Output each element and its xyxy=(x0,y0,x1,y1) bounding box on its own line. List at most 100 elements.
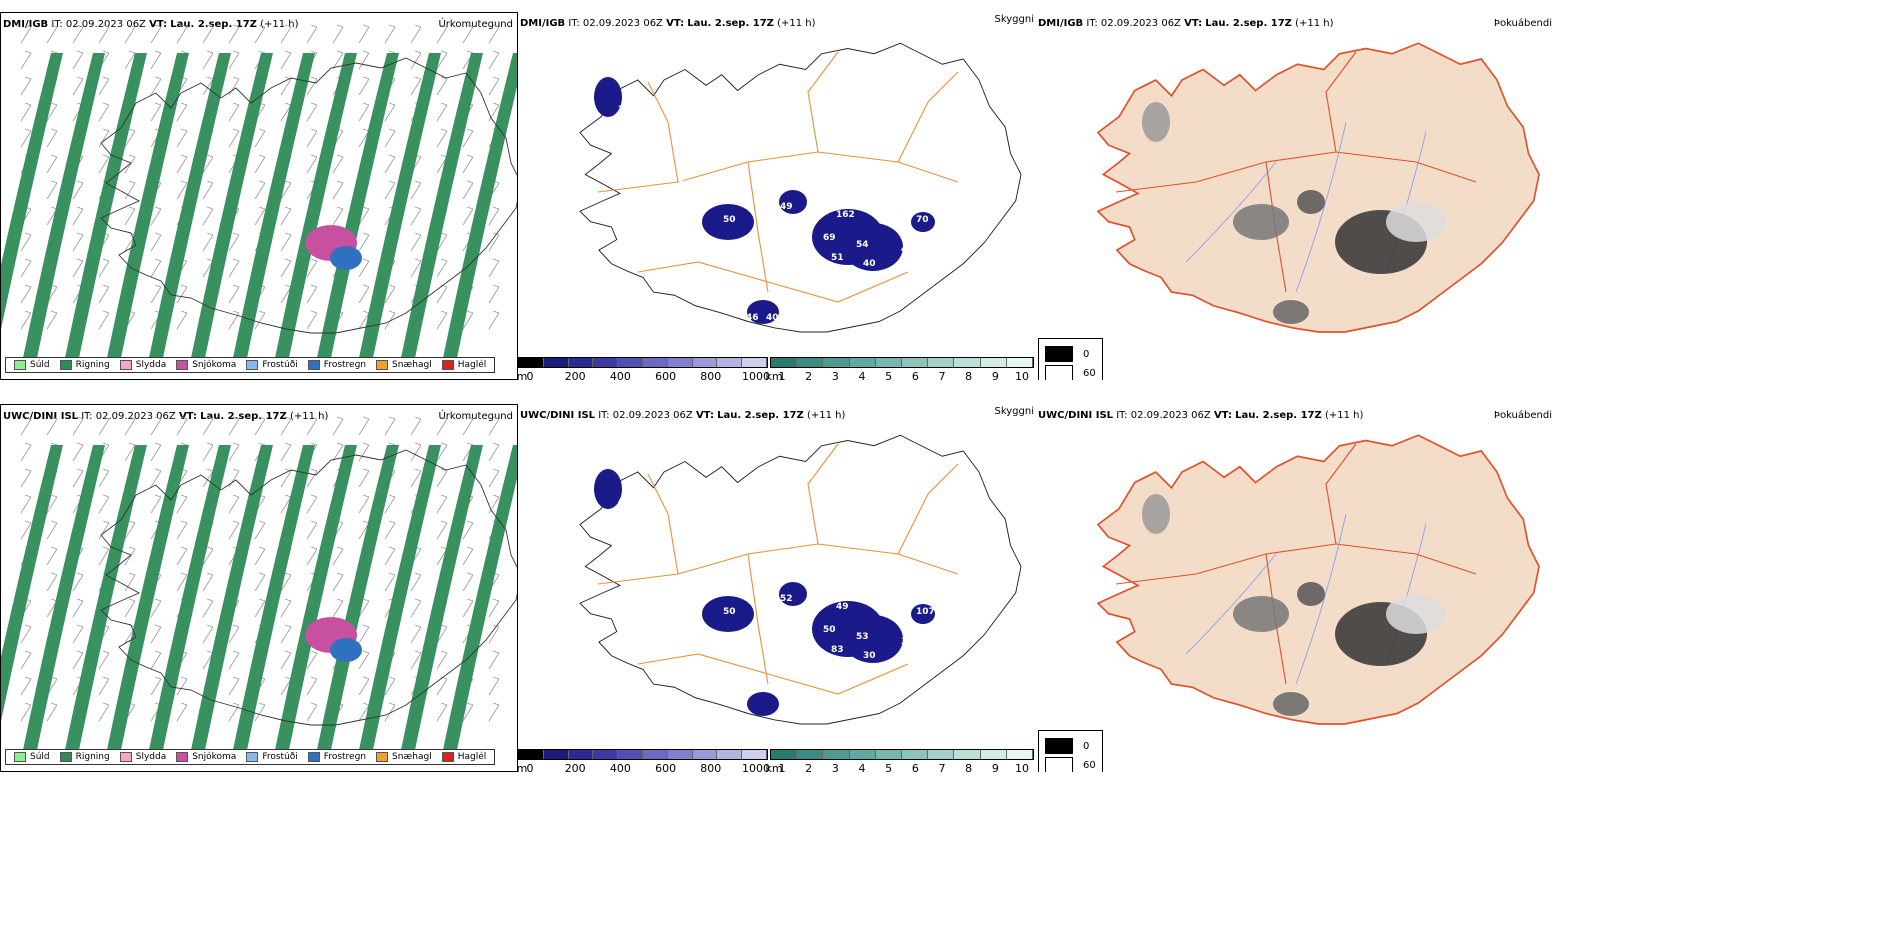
colorbar-swatch xyxy=(928,358,955,367)
fog-scale-item: 60 xyxy=(1045,757,1096,772)
fog-area xyxy=(1297,190,1325,214)
visibility-value-label: 50 xyxy=(723,215,736,225)
wind-barb-flag xyxy=(310,284,318,288)
wind-barb xyxy=(410,652,422,670)
wind-barb-flag xyxy=(284,676,292,680)
wind-barb-flag xyxy=(206,546,214,550)
low-visibility-area xyxy=(911,212,935,232)
colorbar-swatch xyxy=(692,750,718,759)
rain-band xyxy=(149,445,231,750)
wind-barb xyxy=(20,104,32,122)
wind-barb xyxy=(306,78,318,96)
wind-barb-flag xyxy=(258,128,266,132)
wind-barb-flag xyxy=(102,520,110,524)
wind-barb xyxy=(20,312,32,330)
wind-barb-flag xyxy=(102,468,110,472)
wind-barb-flag xyxy=(128,546,136,550)
wind-barb xyxy=(358,678,370,696)
wind-barb-flag xyxy=(102,154,110,158)
panel-header: UWC/DINI ISL IT: 02.09.2023 06Z VT: Lau.… xyxy=(520,410,846,421)
wind-barb xyxy=(176,418,188,436)
wind-barb-flag xyxy=(388,154,396,158)
wind-barb-flag xyxy=(466,310,474,314)
wind-barb xyxy=(332,418,344,436)
wind-barb xyxy=(176,182,188,200)
wind-barb-flag xyxy=(206,154,214,158)
wind-barb xyxy=(46,156,58,174)
wind-barb-flag xyxy=(284,572,292,576)
wind-barb xyxy=(254,208,266,226)
colorbar-unit: km xyxy=(765,370,783,380)
wind-barb xyxy=(488,470,500,488)
colorbar-tick: 800 xyxy=(700,370,722,380)
wind-barb xyxy=(358,260,370,278)
wind-barb xyxy=(384,574,396,592)
wind-barb xyxy=(358,312,370,330)
colorbar-swatches xyxy=(770,749,1034,760)
wind-barb xyxy=(332,444,344,462)
wind-barb xyxy=(436,52,448,70)
wind-barb-flag xyxy=(24,50,32,54)
river xyxy=(1295,121,1347,293)
precip-legend-label: Snæhagl xyxy=(392,360,432,370)
wind-barb xyxy=(228,470,240,488)
wind-barb-flag xyxy=(492,284,500,288)
wind-barb xyxy=(46,104,58,122)
wind-barb xyxy=(280,208,292,226)
precip-map xyxy=(1,416,517,750)
wind-barb-flag xyxy=(440,624,448,628)
wind-barb xyxy=(332,574,344,592)
wind-barb xyxy=(358,418,370,436)
wind-barb xyxy=(72,26,84,44)
precip-legend-item: Snæhagl xyxy=(376,360,432,370)
wind-barb-flag xyxy=(362,676,370,680)
wind-barb xyxy=(228,52,240,70)
wind-barb-flag xyxy=(440,102,448,106)
wind-barb xyxy=(228,678,240,696)
wind-barb-flag xyxy=(492,650,500,654)
wind-barb-flag xyxy=(440,310,448,314)
fog-scale-item: 0 xyxy=(1045,346,1096,362)
road xyxy=(647,473,679,575)
wind-barb xyxy=(72,418,84,436)
wind-barb xyxy=(462,130,474,148)
wind-barb-flag xyxy=(154,50,162,54)
wind-barb-flag xyxy=(388,546,396,550)
wind-barb-flag xyxy=(24,284,32,288)
wind-barb xyxy=(176,496,188,514)
wind-barb xyxy=(20,496,32,514)
wind-barb-flag xyxy=(336,206,344,210)
wind-barb xyxy=(72,78,84,96)
wind-barb-flag xyxy=(128,572,136,576)
precip-map xyxy=(1,24,517,358)
visibility-value-label: 28 xyxy=(870,275,883,285)
precip-legend-swatch xyxy=(176,752,189,762)
wind-barb xyxy=(46,130,58,148)
panel-type-label: Þokuábendi xyxy=(1493,18,1552,29)
wind-barb-flag xyxy=(440,650,448,654)
wind-barb xyxy=(150,652,162,670)
wind-barb-flag xyxy=(258,50,266,54)
wind-barb xyxy=(358,652,370,670)
wind-barb-flag xyxy=(50,702,58,706)
precip-legend-label: Haglél xyxy=(457,752,487,762)
wind-barb xyxy=(124,574,136,592)
wind-barb-flag xyxy=(440,520,448,524)
wind-barb xyxy=(280,234,292,252)
wind-barb-flag xyxy=(414,24,422,28)
wind-barb xyxy=(410,260,422,278)
wind-barb-flag xyxy=(102,128,110,132)
wind-barb-flag xyxy=(24,102,32,106)
wind-barb xyxy=(124,130,136,148)
wind-barb xyxy=(254,182,266,200)
colorbar-tick: 200 xyxy=(564,762,586,772)
wind-barb xyxy=(46,312,58,330)
wind-barb-flag xyxy=(232,128,240,132)
wind-barb xyxy=(150,104,162,122)
wind-barb-flag xyxy=(50,442,58,446)
wind-barb-flag xyxy=(440,76,448,80)
wind-barb xyxy=(280,418,292,436)
wind-barb xyxy=(98,678,110,696)
wind-barb-flag xyxy=(492,702,500,706)
wind-barb xyxy=(228,104,240,122)
